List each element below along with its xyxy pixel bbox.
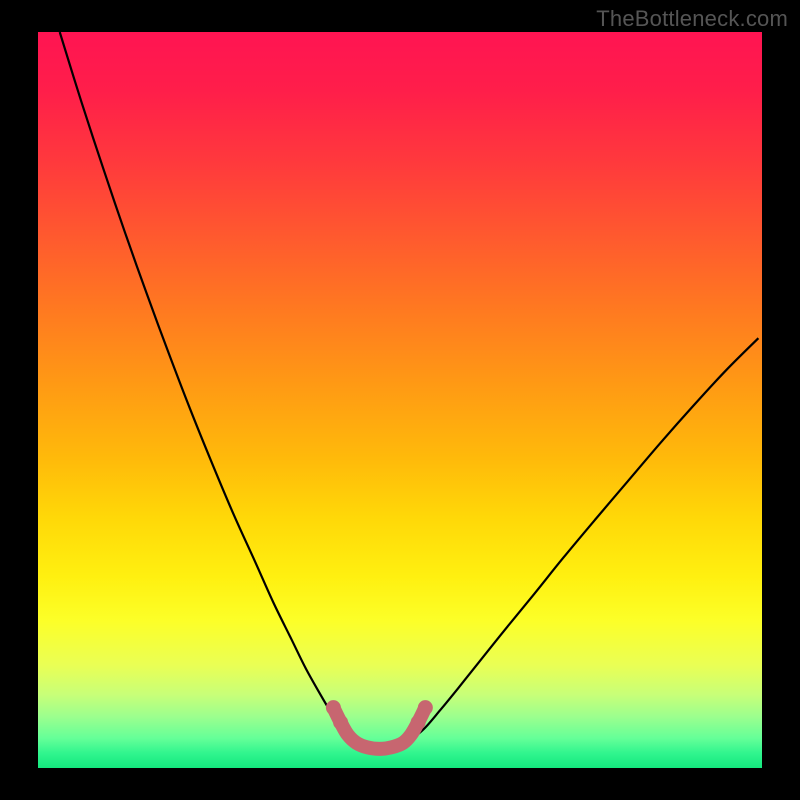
gradient-background	[38, 32, 762, 768]
u-segment-bead	[411, 715, 426, 730]
u-segment-bead	[326, 700, 341, 715]
u-segment-bead	[333, 715, 348, 730]
chart-canvas: TheBottleneck.com	[0, 0, 800, 800]
u-segment-bead	[418, 700, 433, 715]
bottleneck-chart	[38, 32, 762, 768]
watermark-text: TheBottleneck.com	[596, 6, 788, 32]
